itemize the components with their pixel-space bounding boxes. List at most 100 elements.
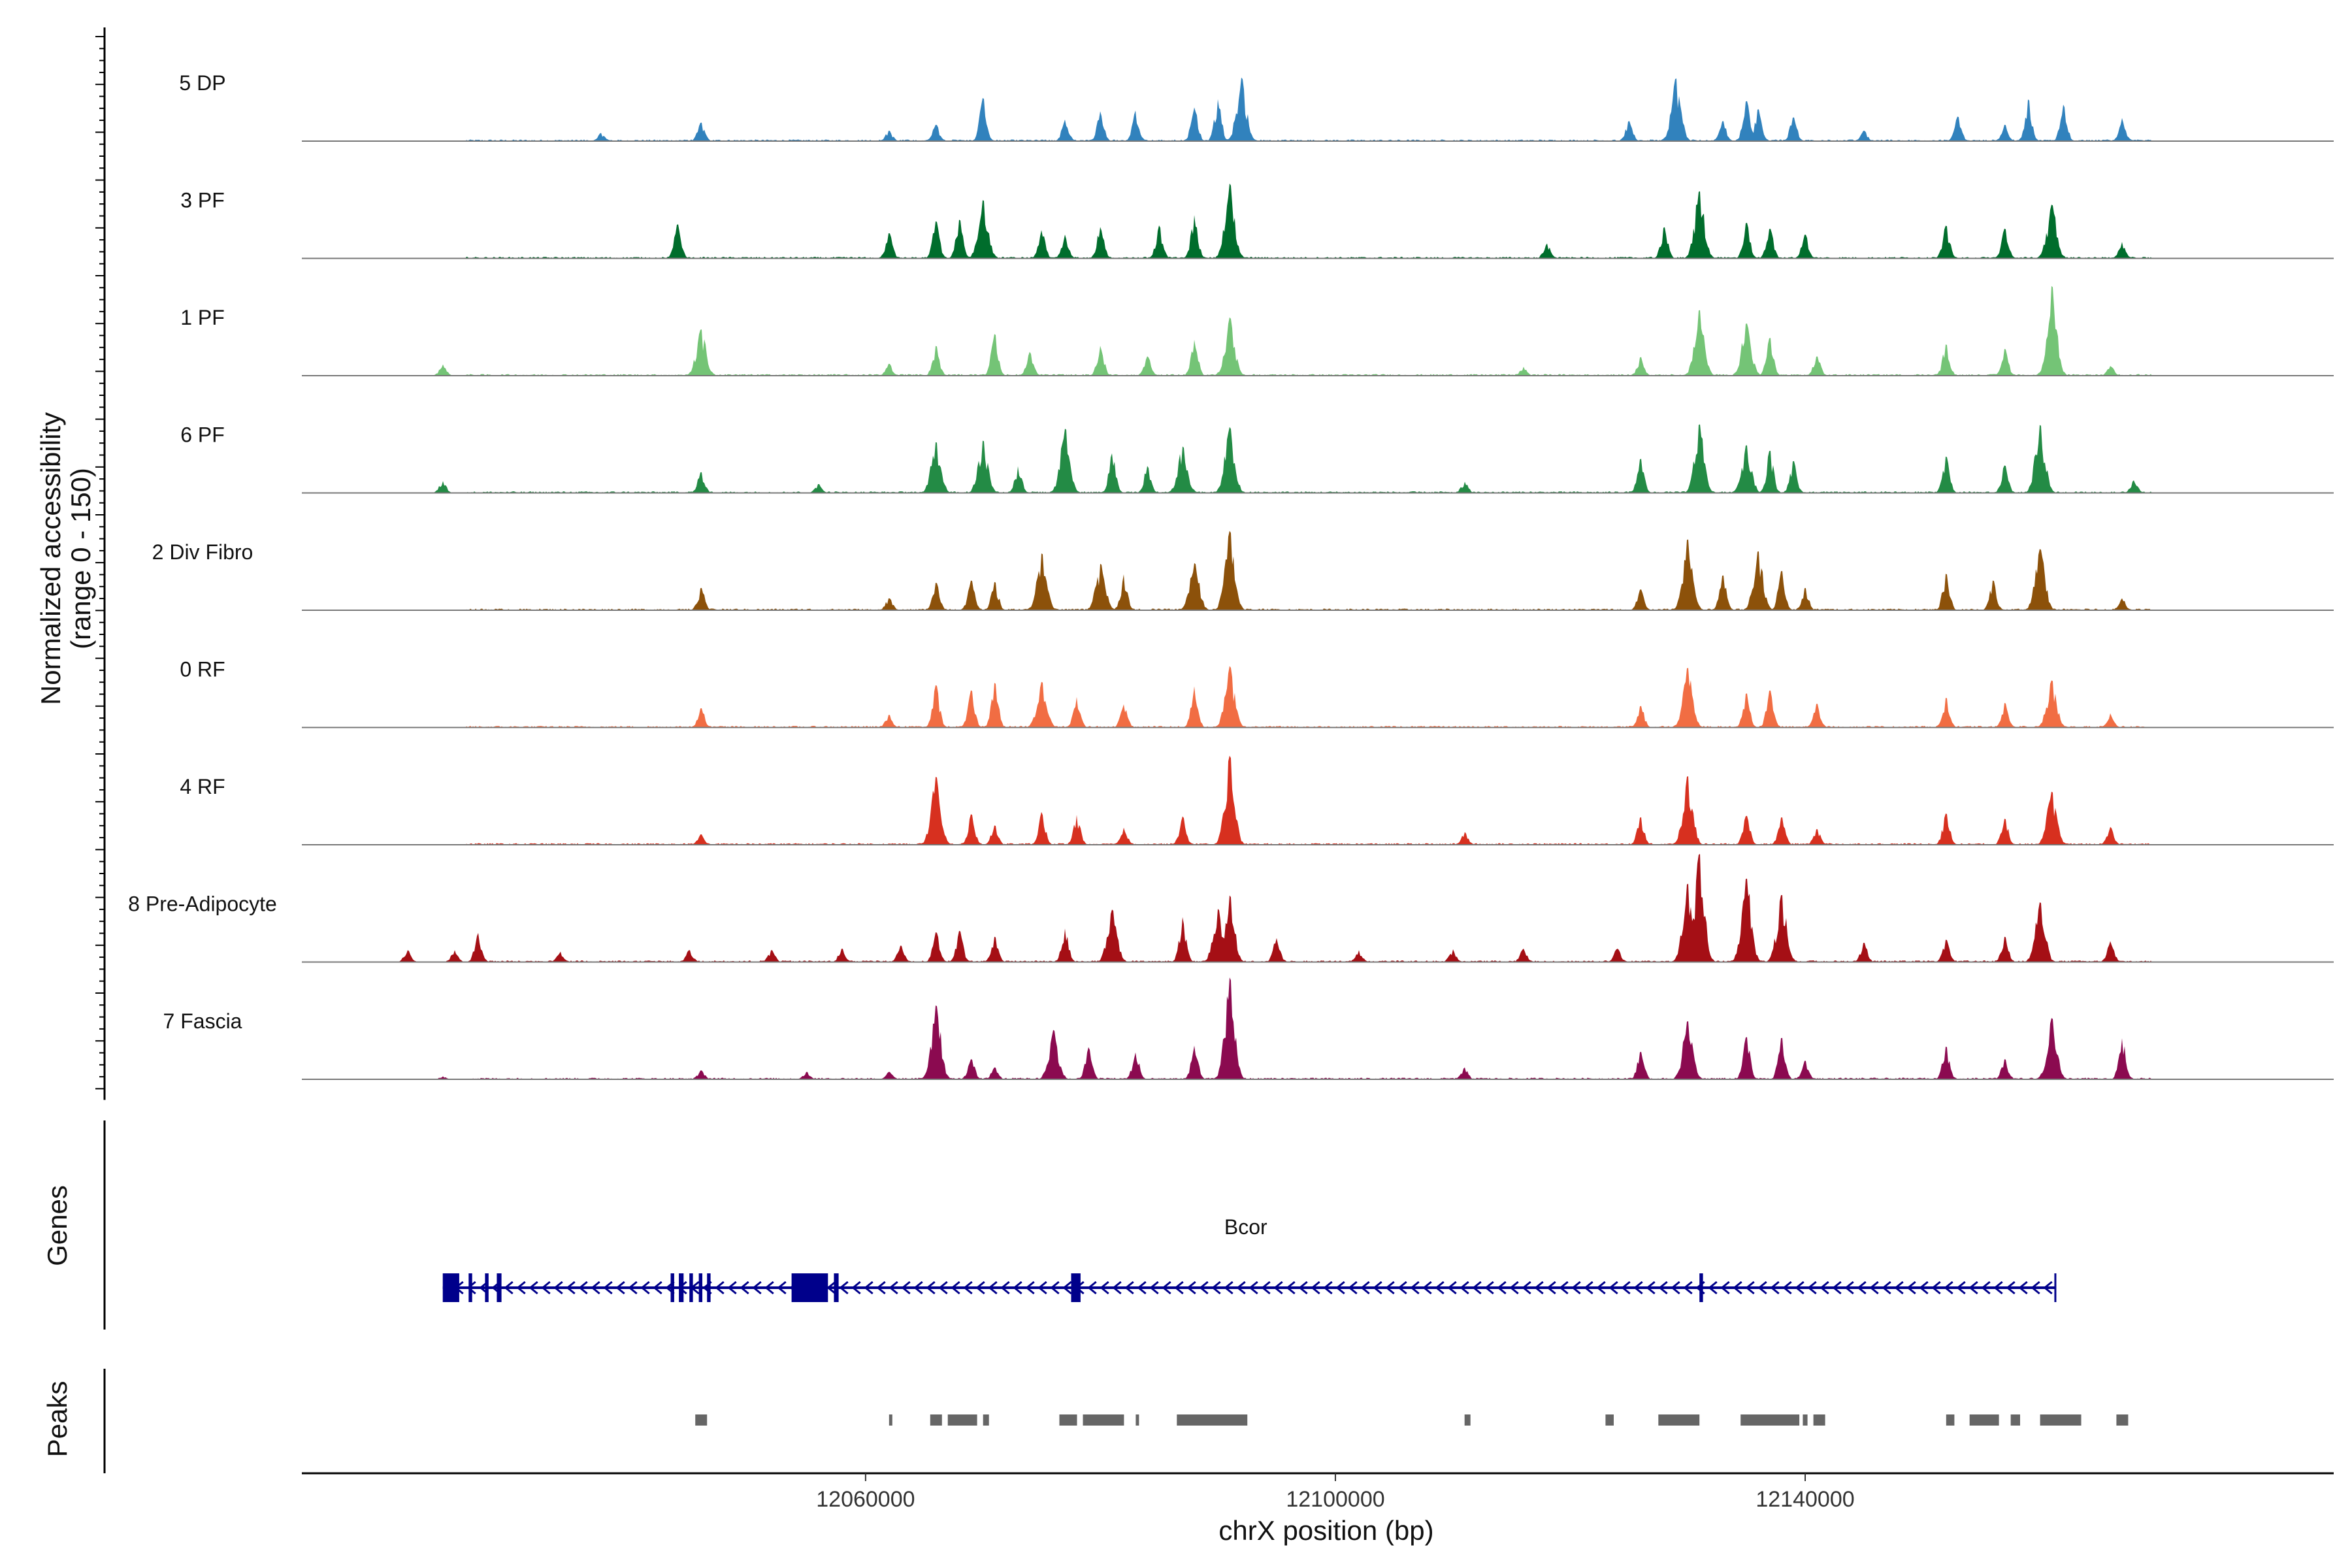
- strand-arrow: [1671, 1281, 1680, 1295]
- x-tick-label: 12140000: [1756, 1487, 1854, 1512]
- strand-arrow: [541, 1281, 551, 1295]
- strand-arrow: [1906, 1281, 1916, 1295]
- strand-arrow: [1919, 1281, 1929, 1295]
- track-label: 2 Div Fibro: [152, 540, 253, 564]
- strand-arrow: [926, 1281, 936, 1295]
- strand-arrow: [1335, 1281, 1345, 1295]
- strand-arrow: [727, 1281, 737, 1295]
- peak-region: [1740, 1414, 1800, 1426]
- strand-arrow: [1683, 1281, 1693, 1295]
- strand-arrow: [1100, 1281, 1109, 1295]
- strand-arrow: [1037, 1281, 1047, 1295]
- peak-region: [1059, 1414, 1077, 1426]
- peak-region: [2040, 1414, 2082, 1426]
- strand-arrow: [1559, 1281, 1569, 1295]
- strand-arrow: [951, 1281, 960, 1295]
- peak-region: [889, 1414, 892, 1426]
- strand-arrow: [1546, 1281, 1556, 1295]
- track-label: 3 PF: [180, 189, 225, 212]
- strand-arrow: [1795, 1281, 1805, 1295]
- strand-arrow: [1174, 1281, 1184, 1295]
- exon: [1699, 1273, 1703, 1302]
- coverage-area: [302, 531, 2334, 610]
- genes-y-axis-title: Genes: [42, 1185, 73, 1266]
- strand-arrow: [1658, 1281, 1668, 1295]
- strand-arrow: [901, 1281, 911, 1295]
- strand-arrow: [578, 1281, 588, 1295]
- gene-label: Bcor: [1224, 1215, 1267, 1239]
- strand-arrow: [1981, 1281, 1991, 1295]
- strand-arrow: [1857, 1281, 1867, 1295]
- strand-arrow: [777, 1281, 787, 1295]
- x-tick-label: 12100000: [1286, 1487, 1384, 1512]
- track-3-pf: 3 PF: [180, 183, 2334, 259]
- strand-arrow: [466, 1281, 476, 1295]
- strand-arrow: [653, 1281, 662, 1295]
- strand-arrow: [1286, 1281, 1296, 1295]
- peak-region: [947, 1414, 977, 1426]
- strand-arrow: [1373, 1281, 1382, 1295]
- track-2-div-fibro: 2 Div Fibro: [152, 531, 2334, 611]
- peak-region: [2010, 1414, 2020, 1426]
- strand-arrow: [1993, 1281, 2003, 1295]
- exon: [442, 1273, 459, 1302]
- strand-arrow: [1534, 1281, 1544, 1295]
- strand-arrow: [1199, 1281, 1209, 1295]
- strand-arrow: [1757, 1281, 1767, 1295]
- track-6-pf: 6 PF: [180, 423, 2334, 494]
- strand-arrow: [1745, 1281, 1755, 1295]
- strand-arrow: [1323, 1281, 1333, 1295]
- strand-arrow: [1410, 1281, 1420, 1295]
- strand-arrow: [963, 1281, 973, 1295]
- peaks-track: [695, 1414, 2129, 1426]
- strand-arrow: [1807, 1281, 1817, 1295]
- peak-region: [695, 1414, 708, 1426]
- strand-arrow: [1360, 1281, 1370, 1295]
- strand-arrow: [740, 1281, 749, 1295]
- strand-arrow: [1435, 1281, 1445, 1295]
- strand-arrow: [1571, 1281, 1581, 1295]
- strand-arrow: [1224, 1281, 1233, 1295]
- peaks-y-axis-title: Peaks: [42, 1381, 73, 1458]
- strand-arrow: [1261, 1281, 1271, 1295]
- strand-arrow: [1236, 1281, 1246, 1295]
- exon: [834, 1273, 839, 1302]
- exon: [698, 1273, 702, 1302]
- strand-arrow: [1397, 1281, 1407, 1295]
- strand-arrow: [1931, 1281, 1941, 1295]
- exon: [679, 1273, 684, 1302]
- peak-region: [1803, 1414, 1808, 1426]
- strand-arrow: [1882, 1281, 1891, 1295]
- strand-arrow: [1162, 1281, 1171, 1295]
- coverage-area: [302, 286, 2334, 376]
- coverage-y-axis-title-line: Normalized accessibility: [35, 412, 66, 705]
- strand-arrow: [864, 1281, 874, 1295]
- coverage-y-axis-title-line: (range 0 - 150): [65, 468, 96, 649]
- coverage-area: [302, 424, 2334, 493]
- strand-arrow: [1621, 1281, 1631, 1295]
- gene-bcor: Bcor: [442, 1215, 2057, 1302]
- exon: [468, 1273, 472, 1302]
- strand-arrow: [1087, 1281, 1097, 1295]
- strand-arrow: [1050, 1281, 1060, 1295]
- strand-arrow: [1460, 1281, 1469, 1295]
- strand-arrow: [1013, 1281, 1022, 1295]
- strand-arrow: [504, 1281, 514, 1295]
- strand-arrow: [529, 1281, 538, 1295]
- peak-region: [2116, 1414, 2129, 1426]
- strand-arrow: [1025, 1281, 1035, 1295]
- strand-arrow: [566, 1281, 576, 1295]
- peak-region: [1813, 1414, 1825, 1426]
- strand-arrow: [1062, 1281, 1072, 1295]
- peak-region: [1658, 1414, 1700, 1426]
- peak-region: [1083, 1414, 1124, 1426]
- strand-arrow: [938, 1281, 948, 1295]
- strand-arrow: [1112, 1281, 1122, 1295]
- strand-arrow: [603, 1281, 613, 1295]
- strand-arrow: [640, 1281, 650, 1295]
- strand-arrow: [1472, 1281, 1482, 1295]
- peak-region: [1946, 1414, 1955, 1426]
- strand-arrow: [876, 1281, 886, 1295]
- coverage-area: [302, 854, 2334, 962]
- coverage-y-axis-title: Normalized accessibility(range 0 - 150): [35, 412, 96, 705]
